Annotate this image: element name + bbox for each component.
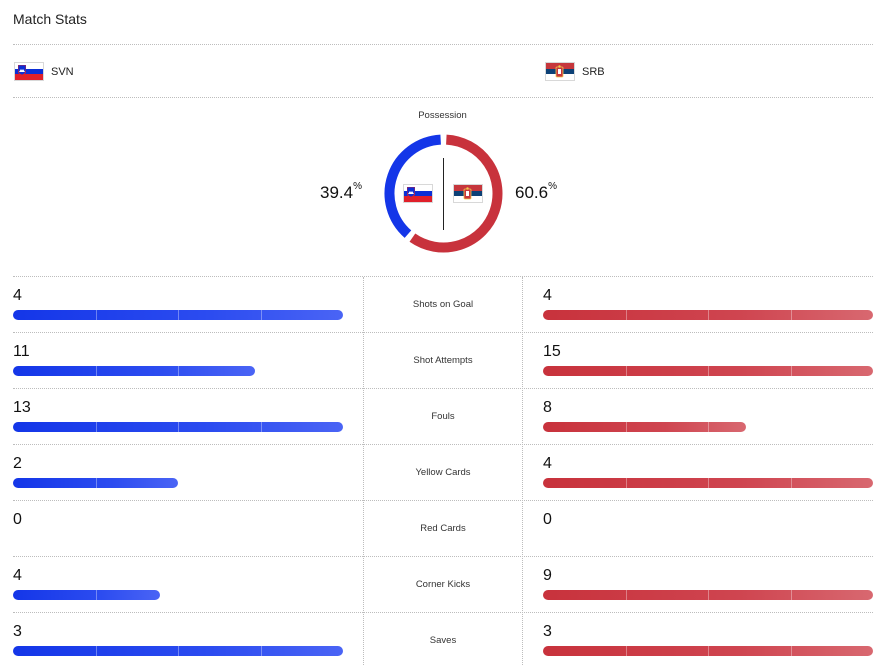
stat-row: 11 Shot Attempts 15 [0, 333, 885, 389]
away-stat-bar [543, 366, 873, 376]
divider [13, 556, 873, 557]
away-team-abbr: SRB [582, 65, 605, 78]
home-possession-value: 39.4% [320, 181, 362, 202]
away-stat-value: 8 [543, 399, 552, 416]
serbia-flag-icon [545, 62, 575, 81]
home-stat-bar [13, 590, 160, 600]
away-stat-bar [543, 310, 873, 320]
divider [13, 276, 873, 277]
stat-label: Fouls [431, 411, 455, 422]
stat-label: Corner Kicks [415, 579, 471, 590]
away-stat-value: 15 [543, 343, 561, 360]
divider [13, 44, 873, 45]
possession-arc-home [384, 134, 442, 238]
home-stat-bar [13, 310, 343, 320]
away-stat-value: 3 [543, 623, 552, 640]
divider [13, 444, 873, 445]
divider [13, 332, 873, 333]
divider [13, 500, 873, 501]
stat-row: 0 Red Cards 0 [0, 501, 885, 557]
divider [13, 388, 873, 389]
away-stat-bar [543, 646, 873, 656]
home-stat-value: 4 [13, 287, 22, 304]
slovenia-flag-icon [14, 62, 44, 81]
divider [13, 97, 873, 98]
home-stat-value: 0 [13, 511, 22, 528]
column-divider [363, 277, 364, 665]
home-team-abbr: SVN [51, 65, 74, 78]
stat-label: Saves [429, 635, 457, 646]
away-stat-bar [543, 478, 873, 488]
possession-label: Possession [418, 110, 467, 121]
stat-row: 3 Saves 3 [0, 613, 885, 665]
home-stat-value: 13 [13, 399, 31, 416]
slovenia-flag-icon [403, 184, 433, 203]
away-stat-value: 0 [543, 511, 552, 528]
away-possession-value: 60.6% [515, 181, 557, 202]
home-stat-bar [13, 478, 178, 488]
stat-row: 2 Yellow Cards 4 [0, 445, 885, 501]
serbia-flag-icon [453, 184, 483, 203]
stat-row: 13 Fouls 8 [0, 389, 885, 445]
away-stat-value: 9 [543, 567, 552, 584]
away-stat-bar [543, 422, 746, 432]
panel-title: Match Stats [13, 11, 87, 27]
home-stat-value: 2 [13, 455, 22, 472]
stat-label: Shot Attempts [413, 355, 473, 366]
possession-donut-chart [384, 134, 503, 253]
possession-divider [443, 158, 444, 230]
divider [13, 612, 873, 613]
stat-row: 4 Shots on Goal 4 [0, 277, 885, 333]
home-stat-bar [13, 366, 255, 376]
possession-arc-away [409, 134, 503, 253]
away-stat-value: 4 [543, 455, 552, 472]
home-stat-value: 4 [13, 567, 22, 584]
stat-row: 4 Corner Kicks 9 [0, 557, 885, 613]
home-stat-bar [13, 422, 343, 432]
stat-label: Red Cards [420, 523, 466, 534]
stat-label: Shots on Goal [412, 299, 474, 310]
home-stat-bar [13, 646, 343, 656]
away-stat-value: 4 [543, 287, 552, 304]
home-team: SVN [14, 62, 74, 81]
stat-label: Yellow Cards [415, 467, 471, 478]
away-stat-bar [543, 590, 873, 600]
column-divider [522, 277, 523, 665]
home-stat-value: 3 [13, 623, 22, 640]
away-team: SRB [545, 62, 605, 81]
home-stat-value: 11 [13, 343, 30, 360]
